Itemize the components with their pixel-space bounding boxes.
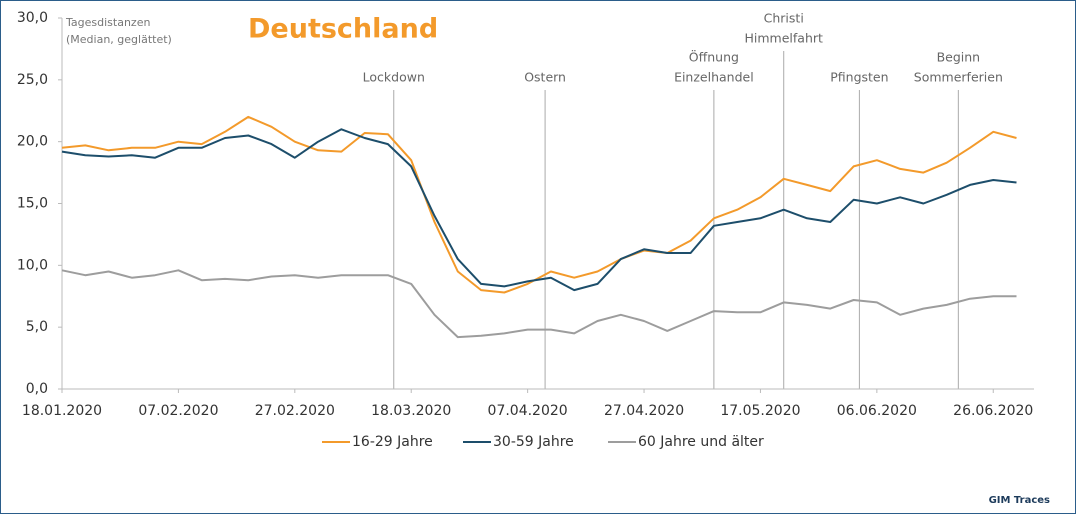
x-tick-label: 27.04.2020 bbox=[604, 403, 684, 419]
x-tick-label: 26.06.2020 bbox=[953, 403, 1033, 419]
y-tick-label: 30,0 bbox=[17, 10, 48, 26]
series-line bbox=[61, 269, 1017, 339]
x-tick-label: 27.02.2020 bbox=[255, 403, 335, 419]
annotation-label: Sommerferien bbox=[914, 70, 1003, 85]
y-axis-label: Tagesdistanzen bbox=[65, 16, 150, 29]
legend-label: 60 Jahre und älter bbox=[638, 434, 764, 450]
y-tick-label: 5,0 bbox=[26, 319, 48, 335]
y-tick-label: 15,0 bbox=[17, 196, 48, 212]
x-tick-label: 17.05.2020 bbox=[720, 403, 800, 419]
y-axis-label: (Median, geglättet) bbox=[66, 33, 172, 46]
chart-title: Deutschland bbox=[248, 14, 438, 45]
annotation-label: Himmelfahrt bbox=[745, 31, 824, 46]
annotation-label: Lockdown bbox=[363, 70, 425, 85]
annotation-label: Beginn bbox=[937, 50, 981, 65]
source: GIM Traces bbox=[989, 495, 1050, 506]
x-tick-label: 06.06.2020 bbox=[837, 403, 917, 419]
x-tick-label: 18.03.2020 bbox=[371, 403, 451, 419]
annotation-label: Christi bbox=[764, 11, 804, 26]
x-tick-label: 07.04.2020 bbox=[488, 403, 568, 419]
annotation-label: Einzelhandel bbox=[674, 70, 754, 85]
annotation-label: Öffnung bbox=[689, 49, 739, 65]
series-line bbox=[61, 128, 1017, 292]
legend-label: 16-29 Jahre bbox=[352, 434, 433, 450]
x-tick-label: 07.02.2020 bbox=[138, 403, 218, 419]
legend-label: 30-59 Jahre bbox=[493, 434, 574, 450]
y-tick-label: 25,0 bbox=[17, 72, 48, 88]
y-tick-label: 20,0 bbox=[17, 134, 48, 150]
series-line bbox=[61, 115, 1017, 294]
y-tick-label: 10,0 bbox=[17, 257, 48, 273]
annotation-label: Pfingsten bbox=[830, 70, 888, 85]
x-tick-label: 18.01.2020 bbox=[22, 403, 102, 419]
y-tick-label: 0,0 bbox=[26, 381, 48, 397]
annotation-label: Ostern bbox=[524, 70, 566, 85]
